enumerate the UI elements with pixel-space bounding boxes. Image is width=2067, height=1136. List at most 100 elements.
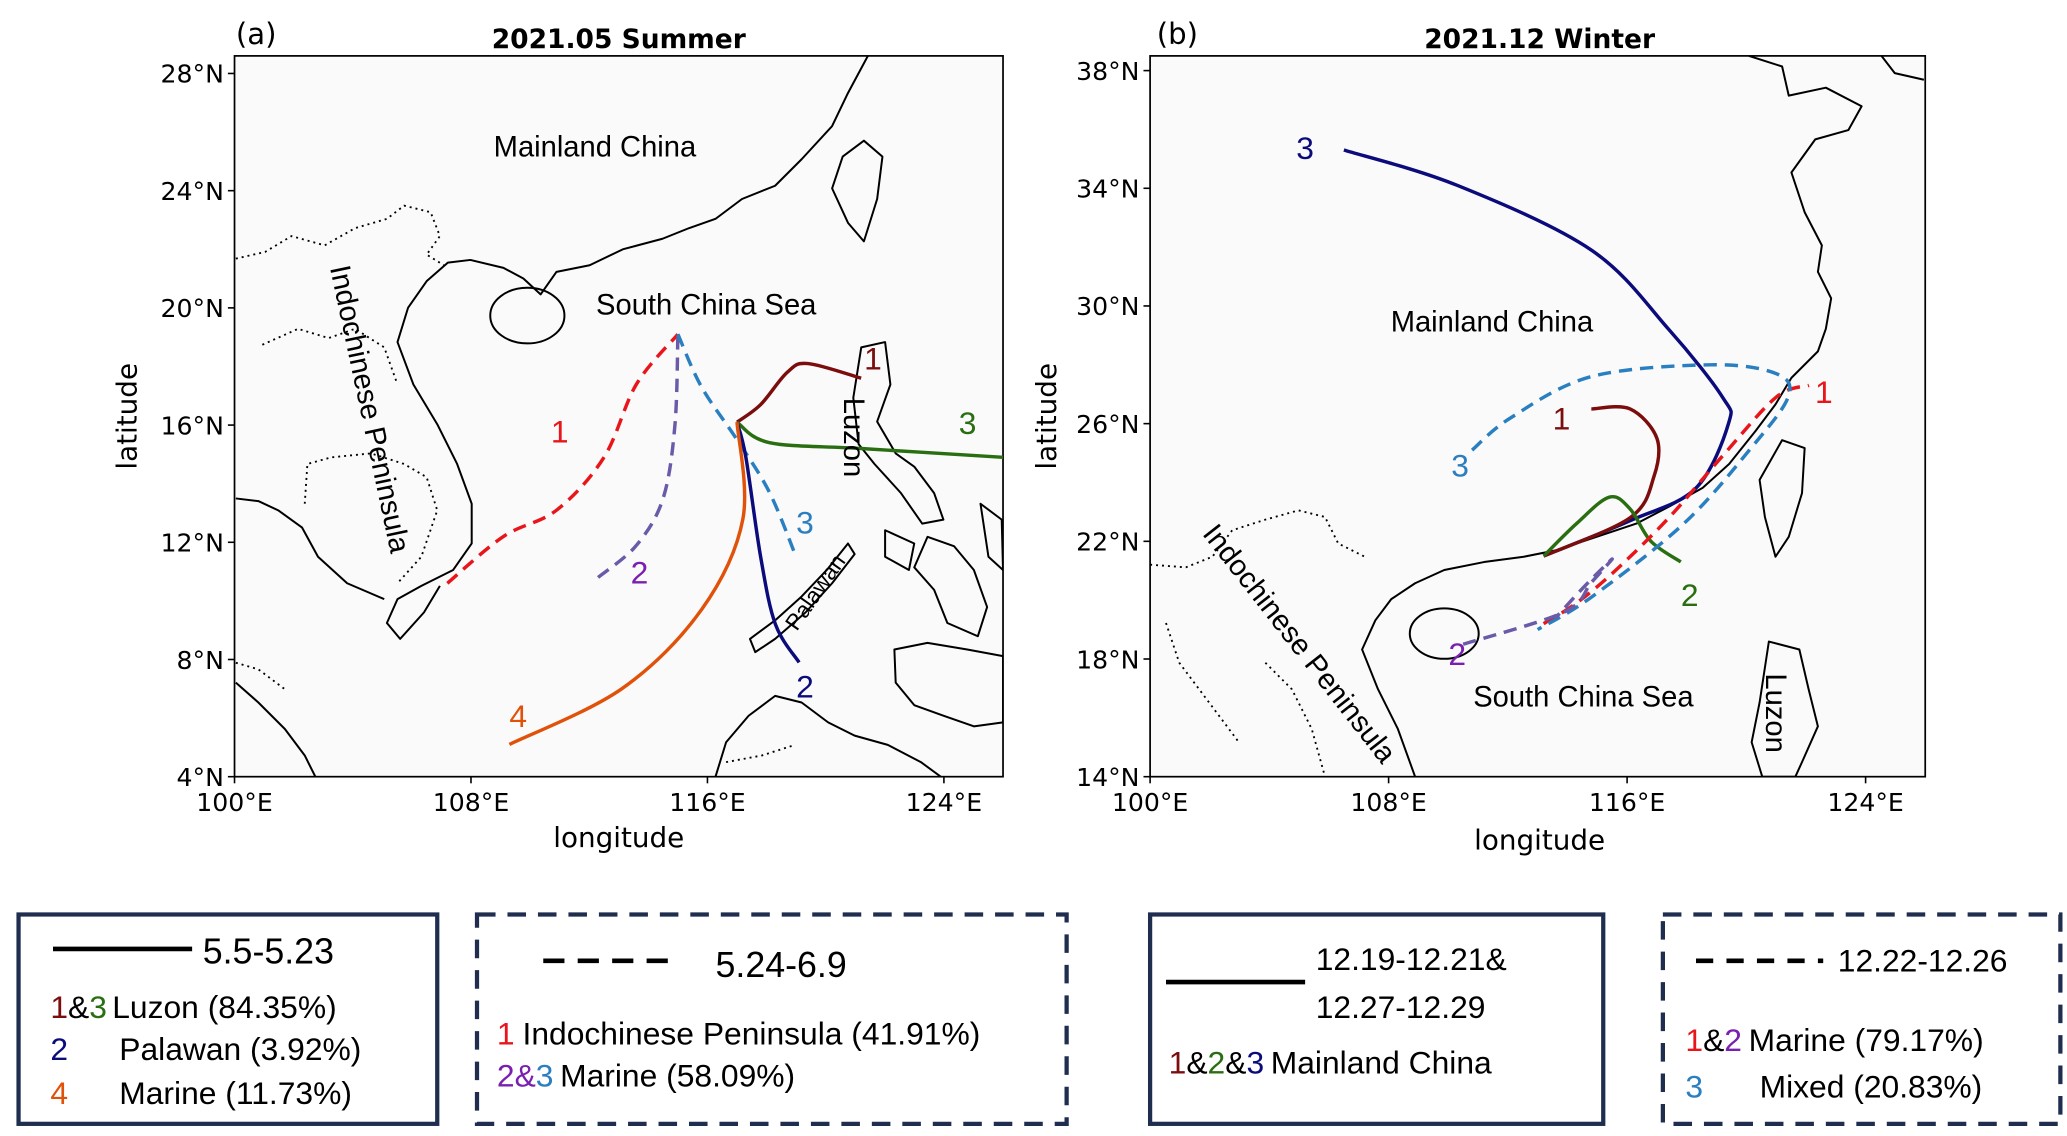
x-axis-label: longitude [1474,824,1605,857]
trajectories-a [446,333,1004,747]
legend-period: 12.19-12.21& [1316,941,1507,977]
x-tick-label: 100°E [196,788,272,817]
legend-summer-dashed: 5.24-6.9 1 Indochinese Peninsula (41.91%)… [474,912,1069,1126]
x-tick-label: 124°E [1827,788,1904,817]
axes-a: 100°E 108°E 116°E 124°E4°N8°N12°N16°N20°N24… [161,60,983,817]
trajectory-label: 3 [1296,130,1314,166]
y-tick-label: 8°N [177,646,224,675]
panel-label: (a) [236,17,277,51]
coastline-china [1361,55,1863,777]
trajectory-label: 4 [509,698,527,734]
x-tick-label: 108°E [433,788,509,817]
legend-box [1147,912,1606,1126]
trajectory-labels-a: 1 2 3 1 3 2 4 [509,340,976,733]
map-panel-b: (b) 2021.12 Winter 3 1 2 1 3 2 Mainland China… [1030,17,1927,857]
trajectory-2-solid [1542,494,1682,564]
map-panel-a: (a) 2021.05 Summer 1 2 3 1 3 2 4 Mainland Chin… [110,17,1004,854]
y-tick-label: 34°N [1076,175,1139,204]
legend-box [474,912,1069,1126]
trajectory-3-dashed [1470,363,1792,632]
legend-period: 5.5-5.23 [203,932,334,972]
hainan-island [1408,607,1480,660]
y-tick-label: 26°N [1076,410,1139,439]
trajectory-label: 2 [1681,577,1699,613]
trajectory-label: 1 [1815,374,1833,410]
legend-entry: 1 Indochinese Peninsula (41.91%) [497,1015,980,1051]
visayas-islands [884,502,1004,638]
y-tick-label: 14°N [1076,763,1139,792]
trajectory-4-solid [508,422,747,747]
trajectory-label: 1 [1553,401,1571,437]
y-axis-label: latitude [110,363,143,470]
y-tick-label: 22°N [1076,528,1139,557]
trajectory-label: 3 [796,504,814,540]
trajectory-1-dashed [446,333,680,585]
trajectory-2-dashed [1462,557,1614,646]
legend-entry: 1&2&3 Mainland China [1169,1044,1492,1080]
coastline-malay [235,681,317,777]
legend-entry: 4 Marine (11.73%) [50,1075,352,1111]
trajectory-label: 3 [1451,448,1469,484]
y-tick-label: 28°N [161,60,224,89]
luzon-island [1750,640,1819,777]
legend-period: 5.24-6.9 [715,945,846,985]
axes-b: 100°E 108°E 116°E 124°E 14°N 18°N 22°N 26°N 30°N… [1076,57,1904,817]
legend-entry: 3 Mixed (20.83%) [1685,1068,1982,1104]
y-tick-label: 16°N [161,411,224,440]
region-label-luzon: Luzon [837,398,869,477]
x-tick-label: 108°E [1350,788,1427,817]
map-frame [233,55,1004,778]
legend-entry: 1&3 Luzon (84.35%) [50,989,336,1025]
trajectory-3-solid [1343,148,1733,558]
taiwan-island [1758,439,1806,558]
legend-box [1660,912,2063,1126]
y-tick-label: 38°N [1076,57,1139,86]
basemap [235,55,1004,777]
borneo-coast [714,694,942,777]
trajectory-label: 2 [631,554,649,590]
legend-entry: 2 Palawan (3.92%) [50,1031,361,1067]
y-tick-label: 24°N [161,177,224,206]
indochina-borders [235,204,796,764]
legend-summer-solid: 5.5-5.23 1&3 Luzon (84.35%) 2 Palawan (3.9… [16,912,440,1126]
trajectory-label: 2 [1448,636,1466,672]
y-tick-label: 30°N [1076,292,1139,321]
coastline-gulf-thailand [235,497,385,601]
trajectory-label: 1 [551,414,569,450]
legend-period: 12.22-12.26 [1838,942,2008,978]
taiwan-island [831,139,884,243]
coastline-korea [1880,55,1925,81]
legend-period: 12.27-12.29 [1316,989,1486,1025]
legend-winter-dashed: 12.22-12.26 1&2 Marine (79.17%) 3 Mixed (2… [1660,912,2063,1126]
x-axis-label: longitude [553,821,684,854]
y-tick-label: 12°N [161,529,224,558]
y-tick-label: 18°N [1076,645,1139,674]
region-label-sea: South China Sea [1473,681,1694,713]
mindanao-island [893,641,1004,728]
trajectory-2-solid [735,421,801,664]
x-tick-label: 124°E [906,788,982,817]
trajectory-label: 2 [796,669,814,705]
region-label-mainland: Mainland China [494,132,697,164]
trajectory-1-dashed [1542,383,1810,626]
palawan-island [748,542,856,654]
trajectory-3-solid [735,420,1004,460]
trajectory-2-dashed [596,334,680,579]
map-title: 2021.12 Winter [1424,24,1655,55]
panel-label: (b) [1157,17,1198,51]
legend-entry: 1&2 Marine (79.17%) [1685,1022,1983,1058]
trajectory-label: 3 [959,405,977,441]
trajectories-b [1343,148,1810,646]
trajectory-labels-b: 3 1 2 1 3 2 [1296,130,1832,672]
hainan-island [489,286,566,345]
y-axis-label: latitude [1030,363,1063,470]
legend-winter-solid: 12.19-12.21& 12.27-12.29 1&2&3 Mainland C… [1147,912,1606,1126]
region-label-luzon: Luzon [1759,673,1791,752]
map-frame [1149,55,1927,778]
indochina-borders [1150,509,1366,777]
y-tick-label: 4°N [177,763,224,792]
x-tick-label: 100°E [1112,788,1189,817]
coastline-china-vietnam [385,55,869,640]
basemap [1150,55,1925,777]
